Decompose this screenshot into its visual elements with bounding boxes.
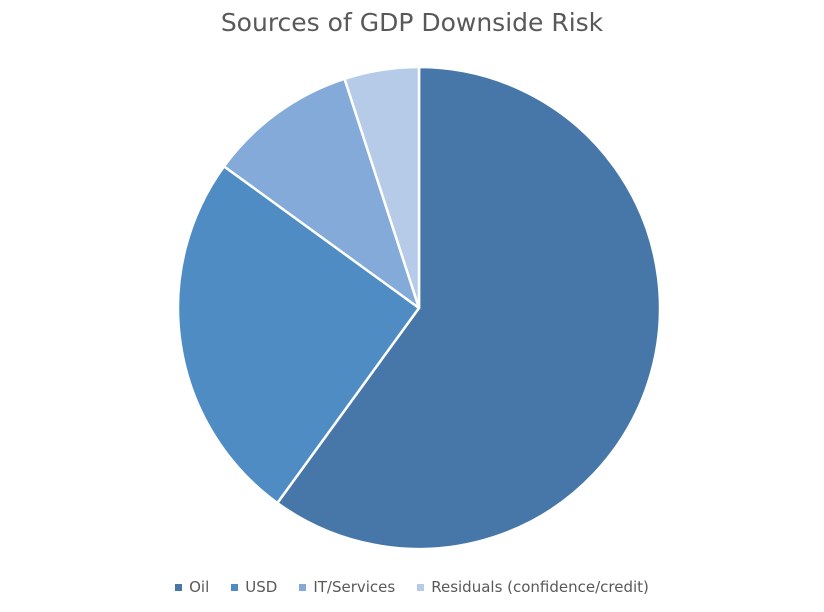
legend-swatch — [175, 583, 183, 591]
pie-slice-residuals-confidence-credit — [343, 65, 421, 310]
chart-title: Sources of GDP Downside Risk — [220, 8, 604, 37]
legend-label: Oil — [189, 578, 210, 596]
legend-swatch — [417, 583, 425, 591]
legend-label: USD — [245, 578, 278, 596]
legend-item-oil: Oil — [175, 578, 209, 596]
legend-swatch — [231, 583, 239, 591]
legend-label: Residuals (confidence/credit) — [431, 578, 649, 596]
legend-item-usd: USD — [231, 578, 277, 596]
pie-slices — [176, 65, 662, 551]
pie-slice-usd — [176, 165, 421, 505]
legend-swatch — [299, 583, 307, 591]
pie-slice-it-services — [222, 77, 421, 310]
legend-item-residuals-confidence-credit: Residuals (confidence/credit) — [417, 578, 649, 596]
pie-slice-oil — [276, 65, 662, 551]
legend-label: IT/Services — [313, 578, 396, 596]
chart-legend: Oil USD IT/Services Residuals (confidence/c… — [0, 578, 824, 596]
legend-item-it-services: IT/Services — [299, 578, 395, 596]
